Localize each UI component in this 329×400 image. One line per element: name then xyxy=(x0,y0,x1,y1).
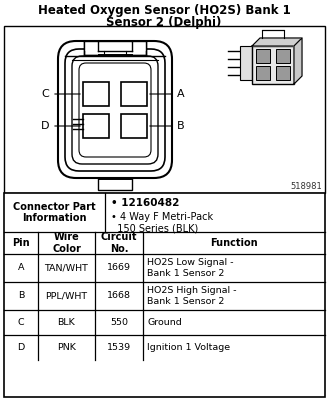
Bar xyxy=(84,41,98,51)
FancyBboxPatch shape xyxy=(58,41,172,178)
Text: • 12160482: • 12160482 xyxy=(111,198,179,208)
Text: C: C xyxy=(41,89,49,99)
Bar xyxy=(98,178,132,190)
Text: 1539: 1539 xyxy=(107,343,131,352)
Bar xyxy=(4,26,325,193)
Bar xyxy=(84,41,146,55)
Text: D: D xyxy=(40,121,49,131)
Text: Pin: Pin xyxy=(12,238,30,248)
Text: 518981: 518981 xyxy=(290,182,322,191)
Text: PPL/WHT: PPL/WHT xyxy=(45,292,88,300)
Text: 1669: 1669 xyxy=(107,264,131,272)
Bar xyxy=(240,46,252,80)
Text: Connector Part
Information: Connector Part Information xyxy=(13,202,96,223)
Text: Heated Oxygen Sensor (HO2S) Bank 1: Heated Oxygen Sensor (HO2S) Bank 1 xyxy=(38,4,291,17)
Polygon shape xyxy=(294,38,302,84)
Text: Ground: Ground xyxy=(147,318,182,327)
Text: Sensor 2 (Delphi): Sensor 2 (Delphi) xyxy=(106,16,222,29)
Bar xyxy=(121,114,147,138)
Bar xyxy=(276,66,290,80)
Text: HO2S Low Signal -
Bank 1 Sensor 2: HO2S Low Signal - Bank 1 Sensor 2 xyxy=(147,258,234,278)
Text: • 4 Way F Metri-Pack
  150 Series (BLK): • 4 Way F Metri-Pack 150 Series (BLK) xyxy=(111,212,213,234)
Text: Circuit
No.: Circuit No. xyxy=(101,232,137,254)
Bar xyxy=(132,41,146,51)
Text: A: A xyxy=(177,89,185,99)
Text: A: A xyxy=(18,264,24,272)
Text: TAN/WHT: TAN/WHT xyxy=(44,264,89,272)
Bar xyxy=(4,193,325,397)
Text: Wire
Color: Wire Color xyxy=(52,232,81,254)
Bar xyxy=(256,66,270,80)
FancyBboxPatch shape xyxy=(79,63,151,157)
FancyBboxPatch shape xyxy=(72,56,158,164)
Bar xyxy=(256,49,270,63)
Text: B: B xyxy=(18,292,24,300)
Text: HO2S High Signal -
Bank 1 Sensor 2: HO2S High Signal - Bank 1 Sensor 2 xyxy=(147,286,237,306)
Bar xyxy=(83,114,109,138)
Bar xyxy=(121,82,147,106)
Bar xyxy=(83,82,109,106)
Text: 550: 550 xyxy=(110,318,128,327)
Text: BLK: BLK xyxy=(58,318,75,327)
Text: D: D xyxy=(17,343,25,352)
Bar xyxy=(252,46,294,84)
Text: 1668: 1668 xyxy=(107,292,131,300)
Text: Function: Function xyxy=(210,238,258,248)
FancyBboxPatch shape xyxy=(65,49,165,171)
Text: C: C xyxy=(18,318,24,327)
Polygon shape xyxy=(252,38,302,46)
Bar xyxy=(276,49,290,63)
Text: PNK: PNK xyxy=(57,343,76,352)
Text: Ignition 1 Voltage: Ignition 1 Voltage xyxy=(147,343,230,352)
Text: B: B xyxy=(177,121,185,131)
